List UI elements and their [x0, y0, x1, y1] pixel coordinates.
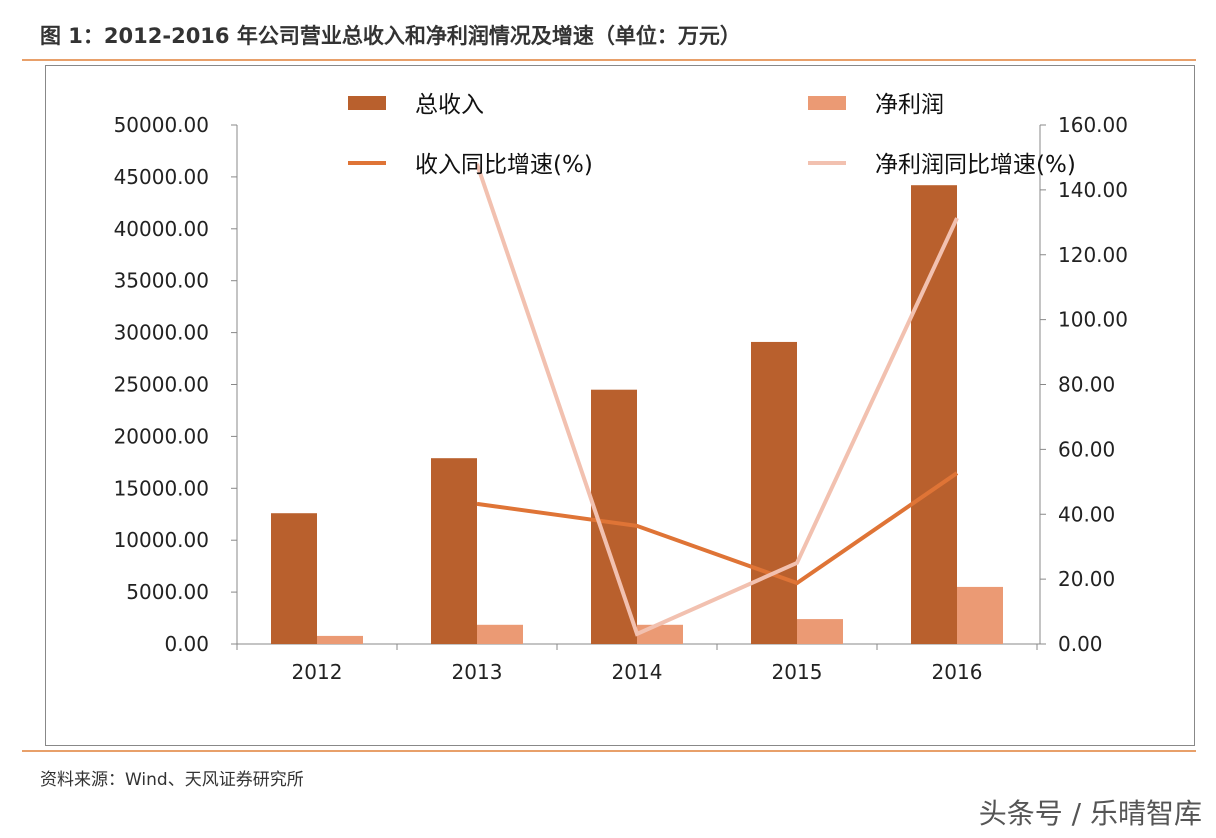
right-tick-label: 40.00 [1058, 502, 1115, 526]
top-rule [22, 59, 1196, 61]
x-tick-label: 2016 [932, 660, 983, 684]
right-tick-label: 140.00 [1058, 178, 1128, 202]
bar-net-profit [637, 624, 683, 644]
line-net-profit-growth [475, 163, 959, 637]
bar-net-profit [797, 619, 843, 644]
x-tick-label: 2013 [452, 660, 503, 684]
legend-label: 收入同比增速(%) [415, 152, 593, 178]
left-tick-label: 0.00 [164, 632, 209, 656]
left-tick-label: 5000.00 [126, 580, 209, 604]
legend-label: 净利润 [875, 92, 944, 118]
left-tick-label: 30000.00 [114, 321, 209, 345]
right-tick-label: 60.00 [1058, 437, 1115, 461]
right-tick-label: 20.00 [1058, 567, 1115, 591]
right-tick-label: 160.00 [1058, 113, 1128, 137]
legend-label: 净利润同比增速(%) [875, 152, 1076, 178]
source-note: 资料来源：Wind、天风证券研究所 [40, 770, 304, 790]
left-tick-label: 35000.00 [114, 269, 209, 293]
right-tick-label: 100.00 [1058, 308, 1128, 332]
right-tick-label: 0.00 [1058, 632, 1103, 656]
bar-net-profit [957, 586, 1003, 644]
right-tick-label: 80.00 [1058, 373, 1115, 397]
chart-frame [45, 65, 1195, 746]
left-tick-label: 25000.00 [114, 373, 209, 397]
bottom-rule [22, 750, 1196, 752]
watermark: 头条号 / 乐晴智库 [978, 797, 1202, 830]
left-tick-label: 20000.00 [114, 424, 209, 448]
legend-label: 总收入 [415, 92, 484, 118]
legend-swatch [808, 96, 846, 110]
legend-swatch [348, 96, 386, 110]
left-tick-label: 45000.00 [114, 165, 209, 189]
bar-net-profit [477, 624, 523, 644]
left-tick-label: 40000.00 [114, 217, 209, 241]
left-tick-label: 15000.00 [114, 476, 209, 500]
x-tick-label: 2014 [612, 660, 663, 684]
left-tick-label: 10000.00 [114, 528, 209, 552]
line-revenue-growth [476, 471, 959, 586]
bar-revenue [431, 458, 477, 644]
bar-revenue [751, 341, 797, 644]
left-tick-label: 50000.00 [114, 113, 209, 137]
right-tick-label: 120.00 [1058, 243, 1128, 267]
figure-title: 图 1：2012-2016 年公司营业总收入和净利润情况及增速（单位：万元） [40, 24, 741, 48]
bar-revenue [271, 513, 317, 644]
x-tick-label: 2012 [292, 660, 343, 684]
bar-net-profit [317, 635, 363, 644]
x-tick-label: 2015 [772, 660, 823, 684]
bar-revenue [911, 185, 957, 645]
